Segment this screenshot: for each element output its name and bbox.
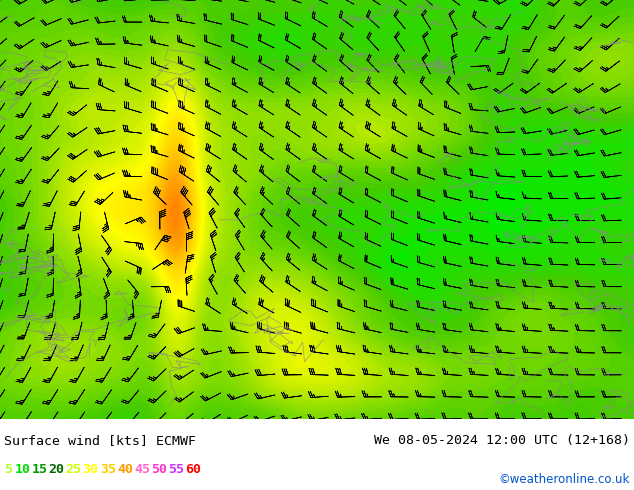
Text: ©weatheronline.co.uk: ©weatheronline.co.uk <box>498 473 630 486</box>
Text: 25: 25 <box>65 463 82 476</box>
Text: Surface wind [kts] ECMWF: Surface wind [kts] ECMWF <box>4 434 196 447</box>
Text: We 08-05-2024 12:00 UTC (12+168): We 08-05-2024 12:00 UTC (12+168) <box>374 434 630 447</box>
Text: 20: 20 <box>48 463 65 476</box>
Text: 60: 60 <box>185 463 202 476</box>
Text: 40: 40 <box>117 463 133 476</box>
Text: 10: 10 <box>15 463 30 476</box>
Text: 50: 50 <box>151 463 167 476</box>
Text: 45: 45 <box>134 463 150 476</box>
Text: 15: 15 <box>32 463 48 476</box>
Text: 5: 5 <box>4 463 12 476</box>
Text: 35: 35 <box>100 463 116 476</box>
Text: 55: 55 <box>168 463 184 476</box>
Text: 30: 30 <box>82 463 99 476</box>
